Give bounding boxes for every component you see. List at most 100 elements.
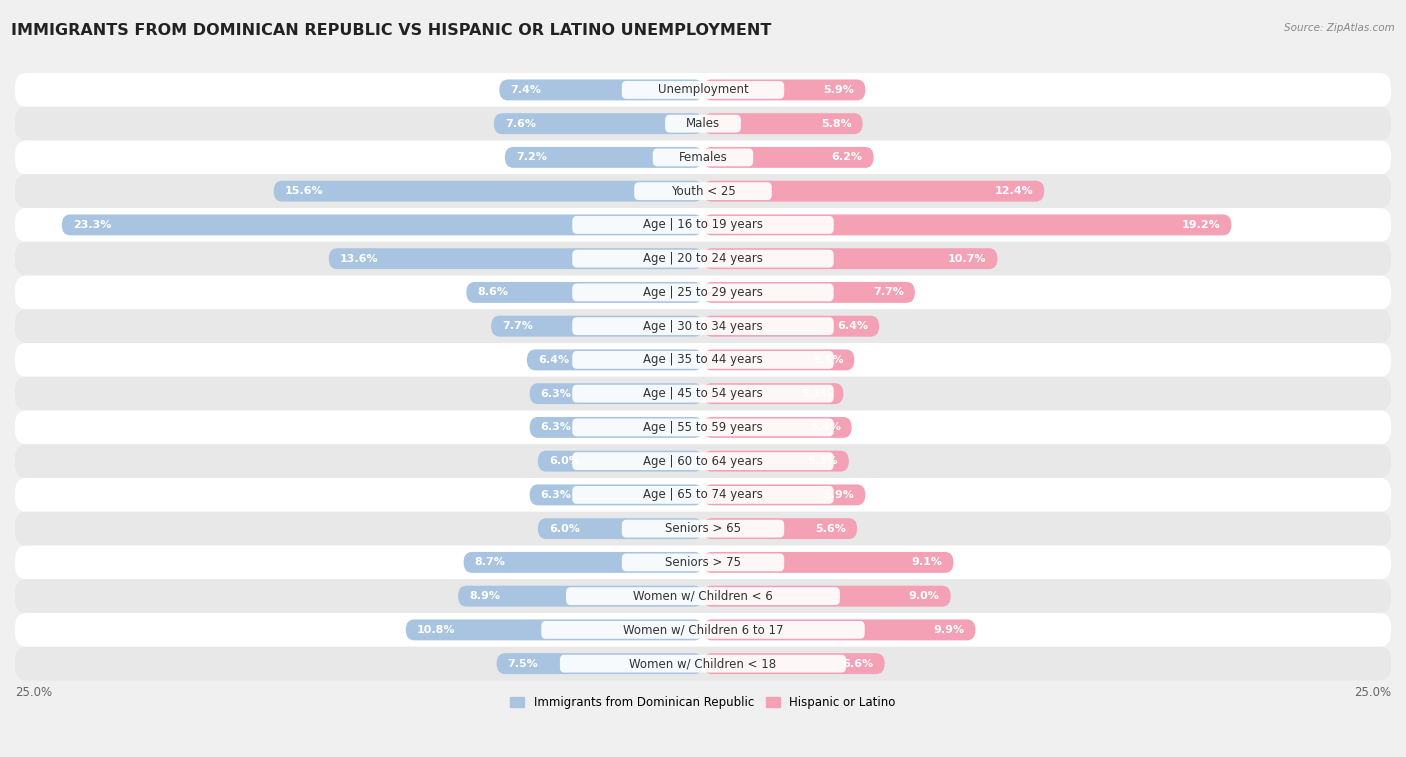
FancyBboxPatch shape: [406, 619, 703, 640]
Text: Age | 55 to 59 years: Age | 55 to 59 years: [643, 421, 763, 434]
FancyBboxPatch shape: [572, 216, 834, 234]
Text: 5.6%: 5.6%: [815, 524, 846, 534]
Text: 6.2%: 6.2%: [831, 152, 863, 163]
FancyBboxPatch shape: [15, 208, 1391, 241]
FancyBboxPatch shape: [464, 552, 703, 573]
Legend: Immigrants from Dominican Republic, Hispanic or Latino: Immigrants from Dominican Republic, Hisp…: [505, 691, 901, 714]
Text: 6.0%: 6.0%: [548, 456, 579, 466]
FancyBboxPatch shape: [572, 250, 834, 267]
Text: 5.9%: 5.9%: [824, 490, 855, 500]
Text: 6.4%: 6.4%: [538, 355, 569, 365]
FancyBboxPatch shape: [467, 282, 703, 303]
FancyBboxPatch shape: [703, 619, 976, 640]
FancyBboxPatch shape: [499, 79, 703, 101]
Text: Seniors > 75: Seniors > 75: [665, 556, 741, 569]
Text: 10.8%: 10.8%: [416, 625, 456, 635]
FancyBboxPatch shape: [15, 512, 1391, 546]
FancyBboxPatch shape: [505, 147, 703, 168]
Text: 23.3%: 23.3%: [73, 220, 111, 230]
FancyBboxPatch shape: [15, 174, 1391, 208]
FancyBboxPatch shape: [665, 115, 741, 132]
Text: 7.7%: 7.7%: [502, 321, 533, 331]
Text: Seniors > 65: Seniors > 65: [665, 522, 741, 535]
Text: 5.9%: 5.9%: [824, 85, 855, 95]
FancyBboxPatch shape: [621, 520, 785, 537]
Text: 15.6%: 15.6%: [284, 186, 323, 196]
FancyBboxPatch shape: [572, 452, 834, 470]
FancyBboxPatch shape: [15, 546, 1391, 579]
FancyBboxPatch shape: [703, 450, 849, 472]
FancyBboxPatch shape: [703, 316, 879, 337]
FancyBboxPatch shape: [541, 621, 865, 639]
Text: Females: Females: [679, 151, 727, 164]
FancyBboxPatch shape: [703, 114, 863, 134]
Text: 12.4%: 12.4%: [994, 186, 1033, 196]
FancyBboxPatch shape: [703, 350, 855, 370]
Text: 7.7%: 7.7%: [873, 288, 904, 298]
FancyBboxPatch shape: [703, 653, 884, 674]
Text: 5.1%: 5.1%: [801, 388, 832, 399]
Text: Age | 60 to 64 years: Age | 60 to 64 years: [643, 455, 763, 468]
FancyBboxPatch shape: [703, 552, 953, 573]
FancyBboxPatch shape: [703, 181, 1045, 201]
Text: Age | 45 to 54 years: Age | 45 to 54 years: [643, 387, 763, 400]
Text: Youth < 25: Youth < 25: [671, 185, 735, 198]
Text: 6.3%: 6.3%: [541, 422, 571, 432]
Text: 7.2%: 7.2%: [516, 152, 547, 163]
Text: 25.0%: 25.0%: [15, 686, 52, 699]
FancyBboxPatch shape: [15, 73, 1391, 107]
FancyBboxPatch shape: [494, 114, 703, 134]
FancyBboxPatch shape: [621, 553, 785, 572]
FancyBboxPatch shape: [703, 248, 997, 269]
Text: 5.8%: 5.8%: [821, 119, 852, 129]
FancyBboxPatch shape: [567, 587, 839, 605]
FancyBboxPatch shape: [560, 655, 846, 672]
FancyBboxPatch shape: [703, 484, 865, 506]
FancyBboxPatch shape: [703, 383, 844, 404]
Text: 6.3%: 6.3%: [541, 388, 571, 399]
Text: 6.6%: 6.6%: [842, 659, 873, 668]
FancyBboxPatch shape: [15, 410, 1391, 444]
Text: 19.2%: 19.2%: [1181, 220, 1220, 230]
FancyBboxPatch shape: [15, 444, 1391, 478]
FancyBboxPatch shape: [538, 519, 703, 539]
Text: 9.1%: 9.1%: [911, 557, 942, 568]
FancyBboxPatch shape: [274, 181, 703, 201]
Text: 8.6%: 8.6%: [477, 288, 509, 298]
Text: 10.7%: 10.7%: [948, 254, 987, 263]
FancyBboxPatch shape: [703, 214, 1232, 235]
FancyBboxPatch shape: [530, 417, 703, 438]
Text: 5.5%: 5.5%: [813, 355, 844, 365]
FancyBboxPatch shape: [15, 377, 1391, 410]
Text: 7.6%: 7.6%: [505, 119, 536, 129]
Text: Women w/ Children < 6: Women w/ Children < 6: [633, 590, 773, 603]
FancyBboxPatch shape: [572, 385, 834, 403]
Text: Age | 35 to 44 years: Age | 35 to 44 years: [643, 354, 763, 366]
FancyBboxPatch shape: [15, 646, 1391, 681]
FancyBboxPatch shape: [703, 79, 865, 101]
Text: Age | 30 to 34 years: Age | 30 to 34 years: [643, 319, 763, 332]
FancyBboxPatch shape: [621, 81, 785, 99]
Text: 8.7%: 8.7%: [475, 557, 506, 568]
Text: Unemployment: Unemployment: [658, 83, 748, 96]
FancyBboxPatch shape: [652, 148, 754, 167]
Text: Age | 20 to 24 years: Age | 20 to 24 years: [643, 252, 763, 265]
Text: 6.4%: 6.4%: [837, 321, 868, 331]
Text: 6.3%: 6.3%: [541, 490, 571, 500]
Text: 5.4%: 5.4%: [810, 422, 841, 432]
Text: IMMIGRANTS FROM DOMINICAN REPUBLIC VS HISPANIC OR LATINO UNEMPLOYMENT: IMMIGRANTS FROM DOMINICAN REPUBLIC VS HI…: [11, 23, 772, 38]
FancyBboxPatch shape: [491, 316, 703, 337]
FancyBboxPatch shape: [572, 317, 834, 335]
FancyBboxPatch shape: [329, 248, 703, 269]
FancyBboxPatch shape: [15, 276, 1391, 310]
FancyBboxPatch shape: [530, 383, 703, 404]
FancyBboxPatch shape: [572, 284, 834, 301]
FancyBboxPatch shape: [572, 419, 834, 436]
FancyBboxPatch shape: [15, 613, 1391, 646]
Text: 8.9%: 8.9%: [470, 591, 501, 601]
FancyBboxPatch shape: [703, 282, 915, 303]
FancyBboxPatch shape: [15, 310, 1391, 343]
Text: 13.6%: 13.6%: [340, 254, 378, 263]
Text: Women w/ Children < 18: Women w/ Children < 18: [630, 657, 776, 670]
FancyBboxPatch shape: [703, 147, 873, 168]
